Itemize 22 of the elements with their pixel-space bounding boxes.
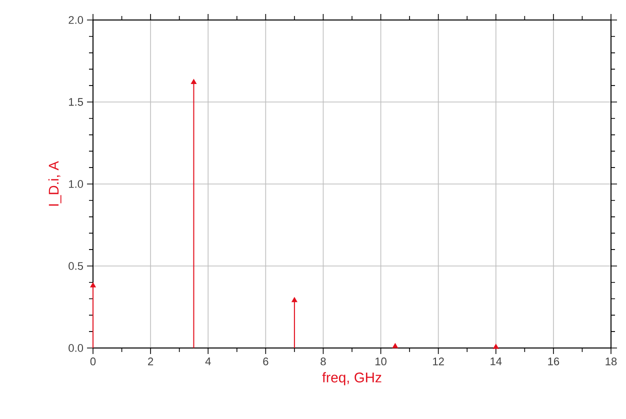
x-tick-label: 18 bbox=[606, 358, 617, 366]
x-tick-label: 16 bbox=[548, 358, 560, 366]
point bbox=[493, 344, 499, 349]
x-tick-label: 14 bbox=[490, 358, 502, 366]
y-tick-label: 2.0 bbox=[68, 16, 84, 24]
x-tick-label: 8 bbox=[320, 358, 326, 366]
point bbox=[392, 343, 398, 348]
x-tick-label: 12 bbox=[433, 358, 444, 366]
x-tick-label: 6 bbox=[263, 358, 268, 366]
x-axis-title: freq, GHz bbox=[322, 372, 382, 386]
y-tick-label: 1.5 bbox=[69, 98, 83, 106]
point bbox=[292, 297, 298, 302]
y-axis-title: I_D.i, A bbox=[48, 161, 62, 206]
x-tick-label: 0 bbox=[90, 358, 96, 366]
x-tick-label: 4 bbox=[205, 358, 211, 366]
y-tick-label: 0.0 bbox=[68, 344, 84, 352]
x-tick-label: 2 bbox=[148, 358, 154, 366]
x-tick-label: 10 bbox=[375, 358, 386, 366]
y-tick-label: 0.5 bbox=[68, 262, 83, 270]
y-tick-label: 1.0 bbox=[69, 180, 84, 188]
point bbox=[191, 79, 196, 84]
point bbox=[90, 282, 96, 288]
